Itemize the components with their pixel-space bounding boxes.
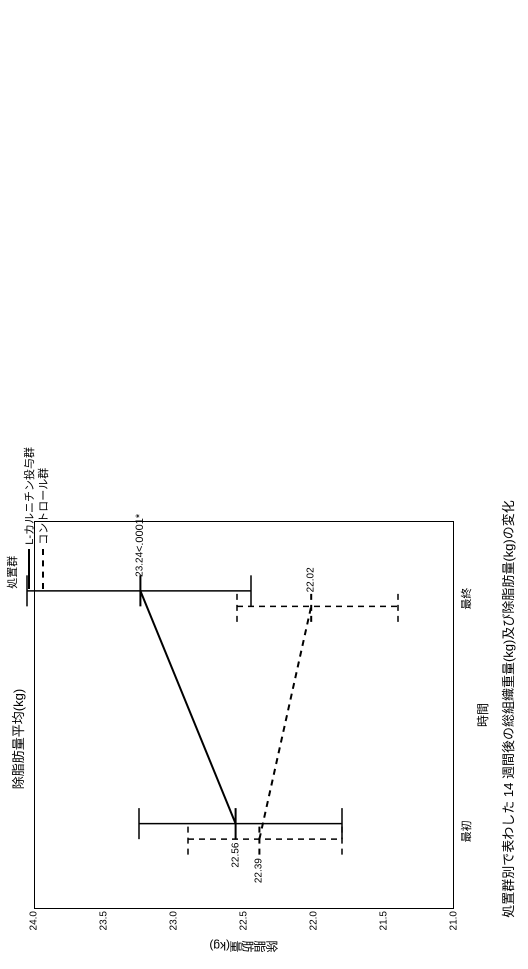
y-tick: 21.0: [449, 911, 460, 939]
x-axis-label: 時間: [474, 521, 491, 909]
y-tick: 23.0: [169, 911, 180, 939]
data-label: 22.56: [230, 843, 241, 868]
y-tick: 23.5: [99, 911, 110, 939]
y-axis-label: 除脂肪量(kg): [34, 939, 454, 955]
caption: 処置群別で表わした 14 週間後の総組織重量(kg)及び除脂肪量(kg)の変化: [498, 449, 517, 969]
legend-title: 処置群: [4, 447, 20, 589]
x-tick: 最終: [458, 574, 474, 624]
x-tick: 最初: [458, 806, 474, 856]
y-tick: 22.0: [309, 911, 320, 939]
y-tick: 24.0: [29, 911, 40, 939]
y-tick: 22.5: [239, 911, 250, 939]
p-value: <.0001*: [134, 514, 146, 552]
y-tick: 21.5: [379, 911, 390, 939]
plot-svg: [34, 521, 454, 909]
data-label: 22.02: [306, 567, 317, 592]
data-label: 22.39: [254, 858, 265, 883]
legend-swatch-solid: [28, 549, 30, 589]
data-label: 23.24: [135, 552, 146, 577]
